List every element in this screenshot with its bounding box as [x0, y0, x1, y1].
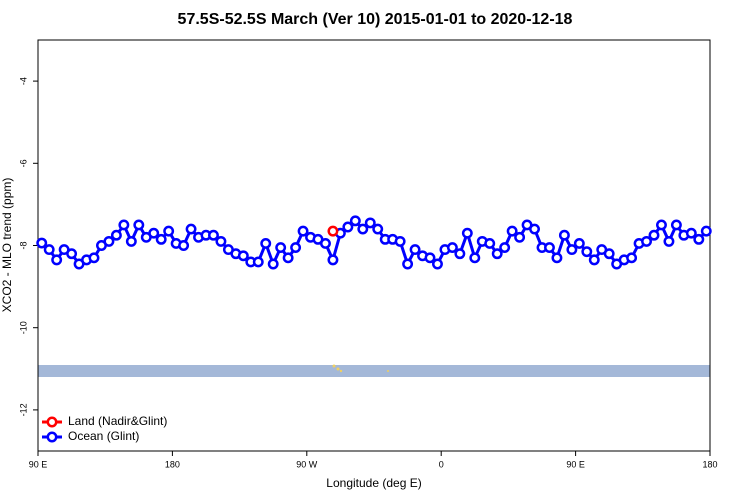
x-axis-label: Longitude (deg E): [326, 476, 421, 490]
point: [215, 235, 227, 247]
x-tick-label: 180: [702, 459, 717, 469]
point: [461, 227, 473, 239]
point: [529, 223, 540, 235]
legend-marker: [46, 416, 58, 428]
point: [290, 242, 302, 254]
point: [297, 225, 309, 237]
point: [573, 237, 585, 249]
point: [581, 246, 593, 258]
point: [544, 242, 555, 254]
point: [558, 229, 570, 241]
x-tick-label: 0: [439, 459, 444, 469]
point: [670, 219, 682, 231]
point: [185, 223, 197, 235]
point: [342, 221, 354, 233]
point: [43, 244, 55, 256]
point: [364, 217, 376, 229]
y-tick-label: -10: [18, 321, 28, 334]
point: [372, 223, 384, 235]
point: [267, 258, 279, 270]
x-tick-label: 90 E: [566, 459, 585, 469]
plot-frame: [37, 39, 711, 452]
point: [208, 229, 219, 241]
point: [51, 254, 63, 266]
point: [320, 237, 331, 249]
point: [484, 237, 496, 249]
land-speck: [339, 369, 343, 373]
surface-strip: [38, 365, 710, 377]
point: [88, 252, 100, 264]
point: [36, 237, 48, 249]
point: [237, 250, 249, 262]
point: [491, 248, 503, 260]
point: [66, 248, 78, 260]
point: [514, 231, 526, 243]
point: [693, 233, 705, 245]
point: [275, 242, 287, 254]
point: [656, 219, 667, 231]
point: [641, 235, 652, 247]
land-speck: [332, 364, 336, 368]
point: [402, 258, 414, 270]
point: [648, 229, 660, 241]
point: [163, 225, 175, 237]
y-axis-label: XCO2 - MLO trend (ppm): [0, 178, 14, 313]
point: [446, 242, 458, 254]
point: [118, 219, 130, 231]
point: [551, 252, 563, 264]
point: [125, 235, 137, 247]
point: [626, 252, 638, 264]
x-tick-label: 90 W: [296, 459, 318, 469]
point: [700, 225, 712, 237]
point: [685, 227, 697, 239]
point: [566, 244, 578, 256]
point: [588, 254, 600, 266]
chart-title: 57.5S-52.5S March (Ver 10) 2015-01-01 to…: [178, 11, 573, 28]
x-tick-label: 180: [165, 459, 180, 469]
point: [424, 252, 436, 264]
point: [252, 256, 264, 268]
point: [260, 237, 272, 249]
point: [409, 244, 421, 256]
legend-label: Ocean (Glint): [68, 429, 139, 443]
point: [148, 227, 160, 239]
point: [155, 233, 167, 245]
y-tick-label: -12: [18, 403, 28, 416]
point: [357, 223, 369, 235]
point: [103, 235, 115, 247]
legend-marker: [46, 431, 58, 443]
point: [394, 235, 406, 247]
y-tick-label: -4: [18, 77, 28, 85]
y-tick-label: -8: [18, 241, 28, 249]
x-tick-label: 90 E: [29, 459, 48, 469]
point: [603, 248, 615, 260]
land-speck: [387, 370, 389, 372]
point: [327, 225, 339, 237]
legend-label: Land (Nadir&Glint): [68, 414, 167, 428]
point: [663, 235, 675, 247]
point: [282, 252, 294, 264]
point: [432, 258, 443, 270]
point: [499, 242, 511, 254]
point: [133, 219, 145, 231]
point: [454, 248, 466, 260]
y-tick-label: -6: [18, 159, 28, 167]
point: [327, 254, 339, 266]
point: [110, 229, 122, 241]
point: [349, 215, 361, 227]
point: [178, 240, 190, 251]
land-speck: [336, 367, 340, 371]
point: [506, 225, 518, 237]
point: [469, 252, 481, 264]
